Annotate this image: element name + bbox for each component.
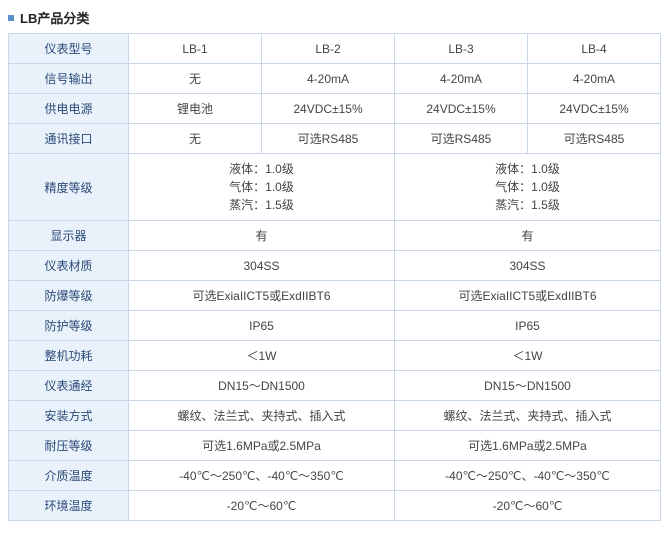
bullet-icon — [8, 15, 14, 21]
cell: 锂电池 — [129, 94, 262, 124]
table-row: 安装方式 螺纹、法兰式、夹持式、插入式 螺纹、法兰式、夹持式、插入式 — [9, 401, 661, 431]
cell: DN15～DN1500 — [395, 371, 661, 401]
cell: 304SS — [395, 251, 661, 281]
cell: ＜1W — [129, 341, 395, 371]
table-row: 环境温度 -20℃～60℃ -20℃～60℃ — [9, 491, 661, 521]
row-label-model: 仪表型号 — [9, 34, 129, 64]
line: 液体：1.0级 — [131, 160, 392, 178]
table-row: 显示器 有 有 — [9, 221, 661, 251]
row-label-powercons: 整机功耗 — [9, 341, 129, 371]
cell: DN15～DN1500 — [129, 371, 395, 401]
table-row: 防爆等级 可选ExiaIICT5或ExdIIBT6 可选ExiaIICT5或Ex… — [9, 281, 661, 311]
cell: 24VDC±15% — [395, 94, 528, 124]
row-label-signal: 信号输出 — [9, 64, 129, 94]
line: 液体：1.0级 — [397, 160, 658, 178]
table-row: 仪表型号 LB-1 LB-2 LB-3 LB-4 — [9, 34, 661, 64]
table-row: 介质温度 -40℃～250℃、-40℃～350℃ -40℃～250℃、-40℃～… — [9, 461, 661, 491]
cell: ＜1W — [395, 341, 661, 371]
cell: 可选RS485 — [528, 124, 661, 154]
section-title: LB产品分类 — [8, 8, 661, 27]
cell: 可选ExiaIICT5或ExdIIBT6 — [129, 281, 395, 311]
cell: 可选RS485 — [262, 124, 395, 154]
table-row: 精度等级 液体：1.0级 气体：1.0级 蒸汽：1.5级 液体：1.0级 气体：… — [9, 154, 661, 221]
cell: LB-1 — [129, 34, 262, 64]
line: 蒸汽：1.5级 — [131, 196, 392, 214]
cell: 有 — [395, 221, 661, 251]
cell: 304SS — [129, 251, 395, 281]
cell: 4-20mA — [262, 64, 395, 94]
cell: 4-20mA — [395, 64, 528, 94]
line: 蒸汽：1.5级 — [397, 196, 658, 214]
row-label-power: 供电电源 — [9, 94, 129, 124]
cell: LB-2 — [262, 34, 395, 64]
cell: 可选1.6MPa或2.5MPa — [129, 431, 395, 461]
cell: 可选ExiaIICT5或ExdIIBT6 — [395, 281, 661, 311]
cell: 4-20mA — [528, 64, 661, 94]
row-label-accuracy: 精度等级 — [9, 154, 129, 221]
cell: IP65 — [129, 311, 395, 341]
cell: 有 — [129, 221, 395, 251]
cell: IP65 — [395, 311, 661, 341]
cell: -40℃～250℃、-40℃～350℃ — [129, 461, 395, 491]
cell: 无 — [129, 64, 262, 94]
title-text: LB产品分类 — [20, 8, 89, 27]
line: 气体：1.0级 — [131, 178, 392, 196]
row-label-pressure: 耐压等级 — [9, 431, 129, 461]
cell: 液体：1.0级 气体：1.0级 蒸汽：1.5级 — [395, 154, 661, 221]
cell: 可选RS485 — [395, 124, 528, 154]
cell: LB-4 — [528, 34, 661, 64]
table-row: 通讯接口 无 可选RS485 可选RS485 可选RS485 — [9, 124, 661, 154]
table-row: 供电电源 锂电池 24VDC±15% 24VDC±15% 24VDC±15% — [9, 94, 661, 124]
row-label-explosion: 防爆等级 — [9, 281, 129, 311]
cell: 24VDC±15% — [528, 94, 661, 124]
row-label-material: 仪表材质 — [9, 251, 129, 281]
row-label-protection: 防护等级 — [9, 311, 129, 341]
cell: 24VDC±15% — [262, 94, 395, 124]
cell: 螺纹、法兰式、夹持式、插入式 — [395, 401, 661, 431]
row-label-mediumtemp: 介质温度 — [9, 461, 129, 491]
cell: LB-3 — [395, 34, 528, 64]
table-row: 耐压等级 可选1.6MPa或2.5MPa 可选1.6MPa或2.5MPa — [9, 431, 661, 461]
cell: -20℃～60℃ — [129, 491, 395, 521]
cell: -20℃～60℃ — [395, 491, 661, 521]
table-row: 防护等级 IP65 IP65 — [9, 311, 661, 341]
row-label-comm: 通讯接口 — [9, 124, 129, 154]
line: 气体：1.0级 — [397, 178, 658, 196]
spec-table: 仪表型号 LB-1 LB-2 LB-3 LB-4 信号输出 无 4-20mA 4… — [8, 33, 661, 521]
table-row: 仪表材质 304SS 304SS — [9, 251, 661, 281]
table-row: 信号输出 无 4-20mA 4-20mA 4-20mA — [9, 64, 661, 94]
row-label-display: 显示器 — [9, 221, 129, 251]
cell: -40℃～250℃、-40℃～350℃ — [395, 461, 661, 491]
row-label-ambienttemp: 环境温度 — [9, 491, 129, 521]
row-label-install: 安装方式 — [9, 401, 129, 431]
cell: 无 — [129, 124, 262, 154]
cell: 液体：1.0级 气体：1.0级 蒸汽：1.5级 — [129, 154, 395, 221]
table-row: 整机功耗 ＜1W ＜1W — [9, 341, 661, 371]
cell: 螺纹、法兰式、夹持式、插入式 — [129, 401, 395, 431]
table-row: 仪表通经 DN15～DN1500 DN15～DN1500 — [9, 371, 661, 401]
row-label-diameter: 仪表通经 — [9, 371, 129, 401]
cell: 可选1.6MPa或2.5MPa — [395, 431, 661, 461]
